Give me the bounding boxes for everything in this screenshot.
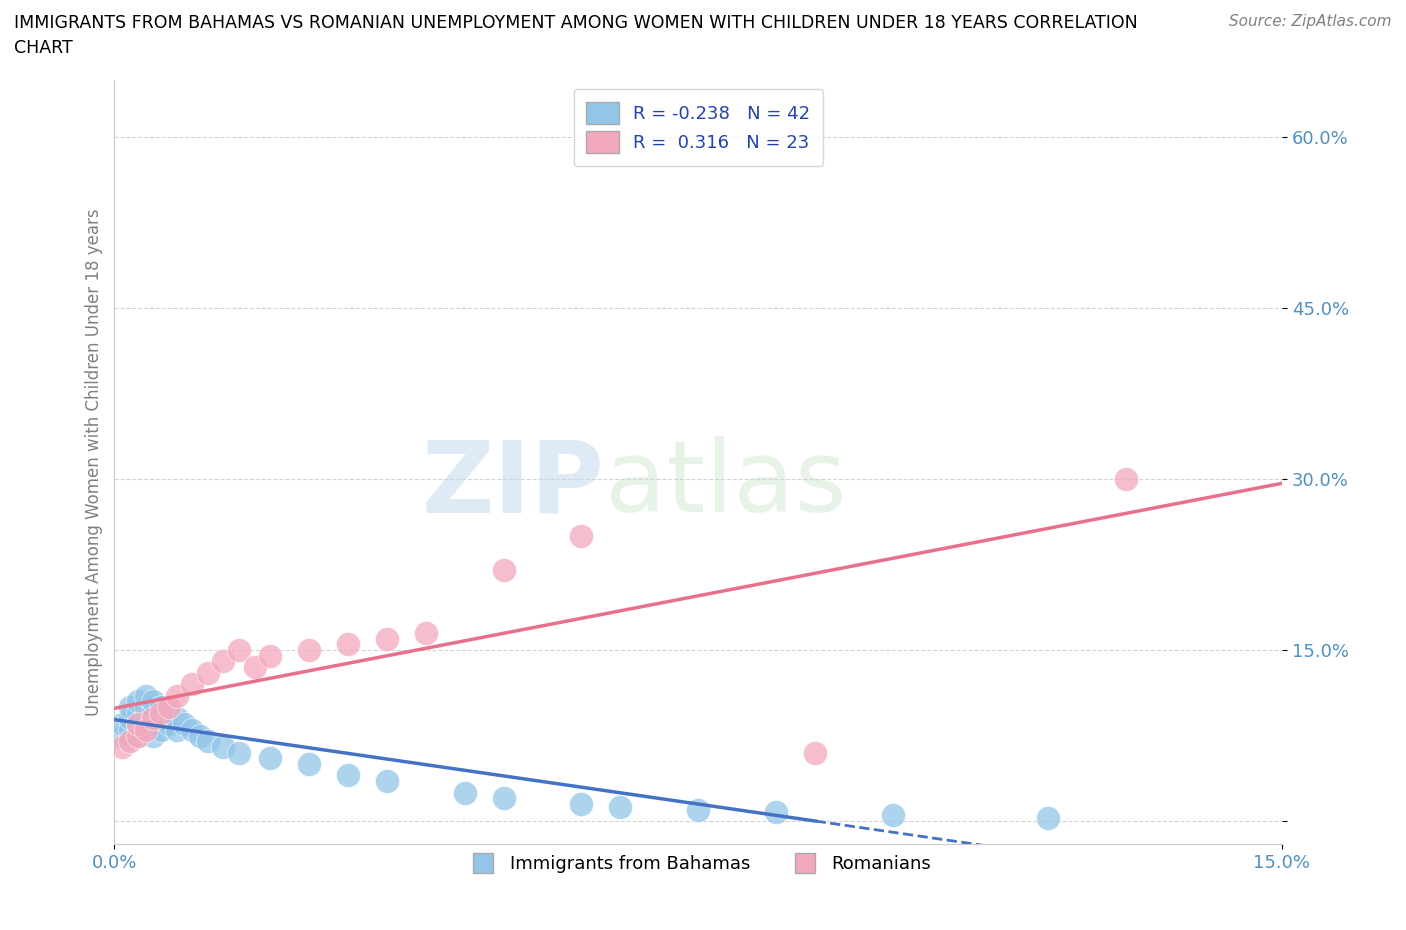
Point <box>127 728 149 743</box>
Point <box>228 643 250 658</box>
Point <box>609 800 631 815</box>
Text: Source: ZipAtlas.com: Source: ZipAtlas.com <box>1229 14 1392 29</box>
Point <box>150 723 173 737</box>
Point <box>135 699 157 714</box>
Point <box>571 528 593 543</box>
Text: ZIP: ZIP <box>422 436 605 534</box>
Point <box>298 757 321 772</box>
Point <box>259 648 281 663</box>
Point <box>150 705 173 720</box>
Point <box>212 739 235 754</box>
Point <box>118 699 141 714</box>
Point <box>127 717 149 732</box>
Point <box>150 711 173 726</box>
Point <box>135 711 157 726</box>
Point <box>212 654 235 669</box>
Point <box>197 666 219 681</box>
Point <box>1038 810 1060 825</box>
Point <box>150 699 173 714</box>
Point <box>492 563 515 578</box>
Point <box>375 631 398 646</box>
Legend: Immigrants from Bahamas, Romanians: Immigrants from Bahamas, Romanians <box>458 848 939 881</box>
Text: IMMIGRANTS FROM BAHAMAS VS ROMANIAN UNEMPLOYMENT AMONG WOMEN WITH CHILDREN UNDER: IMMIGRANTS FROM BAHAMAS VS ROMANIAN UNEM… <box>14 14 1137 32</box>
Point <box>336 637 359 652</box>
Point <box>127 728 149 743</box>
Point <box>181 723 204 737</box>
Point <box>804 745 827 760</box>
Point <box>142 705 165 720</box>
Y-axis label: Unemployment Among Women with Children Under 18 years: Unemployment Among Women with Children U… <box>86 208 103 716</box>
Point <box>135 723 157 737</box>
Point <box>135 723 157 737</box>
Point <box>111 728 134 743</box>
Point <box>157 699 180 714</box>
Point <box>118 711 141 726</box>
Point <box>415 626 437 641</box>
Point <box>181 677 204 692</box>
Text: CHART: CHART <box>14 39 73 57</box>
Point <box>111 739 134 754</box>
Point <box>142 717 165 732</box>
Point <box>688 803 710 817</box>
Point <box>111 717 134 732</box>
Point <box>118 723 141 737</box>
Point <box>127 694 149 709</box>
Point <box>142 711 165 726</box>
Point <box>173 717 195 732</box>
Point <box>135 688 157 703</box>
Point <box>228 745 250 760</box>
Point <box>142 694 165 709</box>
Point <box>142 728 165 743</box>
Point <box>118 734 141 749</box>
Point <box>492 790 515 805</box>
Point <box>188 728 211 743</box>
Point <box>127 717 149 732</box>
Point <box>166 723 188 737</box>
Point <box>166 688 188 703</box>
Point <box>375 774 398 789</box>
Point <box>166 711 188 726</box>
Point <box>1115 472 1137 486</box>
Point <box>571 796 593 811</box>
Point <box>127 705 149 720</box>
Point <box>336 768 359 783</box>
Point <box>765 804 787 819</box>
Point <box>243 659 266 674</box>
Point <box>453 785 475 800</box>
Point <box>157 717 180 732</box>
Text: atlas: atlas <box>605 436 846 534</box>
Point <box>197 734 219 749</box>
Point <box>298 643 321 658</box>
Point <box>157 705 180 720</box>
Point <box>882 808 904 823</box>
Point <box>259 751 281 765</box>
